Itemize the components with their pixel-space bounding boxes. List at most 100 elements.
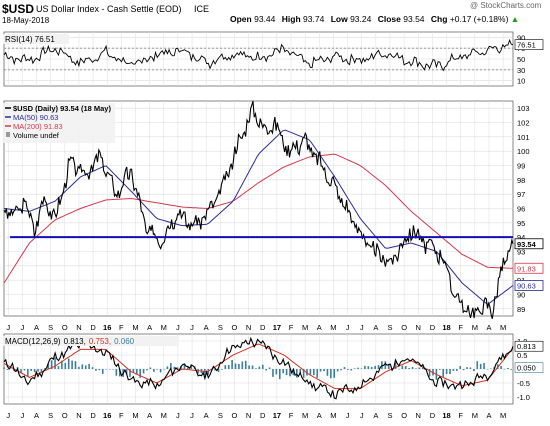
price-tick-label: 99: [517, 162, 525, 171]
price-tick-label: 97: [517, 190, 525, 199]
macd-histogram-bar: [476, 361, 479, 369]
macd-histogram-bar: [323, 369, 325, 372]
macd-x-axis-label: 18: [442, 411, 450, 420]
macd-histogram-bar: [360, 368, 363, 369]
macd-x-axis-label: J: [360, 411, 364, 420]
macd-histogram-bar: [33, 369, 36, 373]
close-value: 93.54: [403, 14, 425, 24]
x-axis-label: O: [232, 323, 238, 332]
price-tick-label: 96: [517, 205, 525, 214]
price-value-tag: [514, 238, 544, 250]
macd-histogram-bar: [234, 363, 237, 369]
ma200-line: [3, 153, 514, 284]
macd-histogram-bar: [153, 369, 155, 372]
macd-histogram-bar: [132, 369, 135, 373]
x-axis-label: A: [34, 323, 39, 332]
macd-histogram-bar: [88, 363, 90, 369]
x-axis-label: S: [387, 323, 392, 332]
macd-histogram-bar: [268, 367, 271, 369]
macd-x-axis-label: F: [289, 411, 294, 420]
macd-histogram-bar: [421, 366, 424, 369]
macd-histogram-bar: [190, 364, 193, 369]
x-axis-label: J: [6, 323, 10, 332]
macd-histogram-bar: [490, 368, 492, 370]
macd-histogram-bar: [449, 369, 451, 375]
macd-x-axis-label: M: [500, 411, 506, 420]
price-tick-label: 89: [517, 305, 525, 314]
x-axis-label: S: [48, 323, 53, 332]
macd-x-axis-label: S: [48, 411, 53, 420]
macd-x-axis-label: 17: [273, 411, 281, 420]
macd-histogram-bar: [23, 369, 26, 371]
x-axis-label: J: [21, 323, 25, 332]
macd-x-axis-label: N: [246, 411, 251, 420]
macd-x-axis-label: A: [34, 411, 39, 420]
price-legend: $USD (Daily) 93.54 (18 May)MA(50) 90.63M…: [3, 103, 115, 143]
macd-histogram-bar: [275, 369, 278, 375]
macd-histogram-bar: [98, 369, 101, 371]
macd-histogram-bar: [309, 369, 312, 375]
x-axis-label: N: [246, 323, 251, 332]
macd-histogram-bar: [118, 369, 121, 377]
legend-swatch: [6, 132, 10, 137]
macd-histogram-bar: [261, 364, 264, 369]
ohlc-readout: Open 93.44 High 93.74 Low 93.24 Close 93…: [230, 14, 519, 24]
macd-histogram-bar: [112, 369, 114, 370]
macd-x-axis-label: O: [62, 411, 68, 420]
x-axis-label: J: [360, 323, 364, 332]
rsi-tick-label: 10: [517, 77, 525, 86]
price-line: [3, 100, 514, 319]
macd-histogram-bar: [135, 369, 138, 375]
macd-x-axis-label: J: [6, 411, 10, 420]
macd-histogram-bar: [129, 369, 131, 377]
macd-tick-label: -0.5: [517, 379, 530, 388]
macd-value-tag-label: 0.813: [517, 342, 536, 351]
x-axis-label: S: [218, 323, 223, 332]
price-value-tag: [514, 280, 544, 291]
legend-bg: [3, 103, 115, 143]
macd-histogram-bar: [187, 366, 189, 369]
macd-histogram-bar: [404, 366, 407, 369]
macd-histogram-bar: [50, 360, 53, 369]
macd-x-axis-label: D: [260, 411, 266, 420]
macd-x-axis-label: F: [458, 411, 463, 420]
macd-histogram-bar: [445, 369, 448, 374]
macd-histogram-bar: [91, 367, 94, 369]
macd-histogram-bar: [67, 358, 70, 369]
macd-histogram-bar: [418, 367, 421, 369]
macd-histogram-bar: [343, 367, 346, 369]
macd-x-axis-label: M: [132, 411, 138, 420]
up-arrow-icon: ▲: [511, 14, 519, 24]
price-tick-label: 93: [517, 248, 525, 257]
price-tick-label: 100: [517, 147, 530, 156]
price-value-tag-label: 93.54: [517, 240, 537, 249]
macd-histogram-bar: [149, 367, 152, 369]
legend-entry: $USD (Daily) 93.54 (18 May): [13, 104, 111, 113]
macd-histogram-bar: [302, 369, 305, 378]
macd-histogram-bar: [221, 369, 223, 370]
macd-histogram-bar: [255, 368, 257, 369]
legend-entry: Volume undef: [13, 131, 60, 140]
macd-histogram-bar: [473, 369, 475, 372]
macd-histogram-bar: [81, 364, 84, 369]
macd-histogram-bar: [438, 369, 441, 370]
macd-histogram-bar: [278, 369, 281, 380]
macd-histogram-bar: [370, 366, 373, 369]
macd-histogram-bar: [84, 365, 87, 369]
macd-histogram-bar: [224, 365, 227, 369]
low-label: Low: [331, 14, 348, 24]
macd-title-part: MACD(12,26,9): [5, 337, 61, 346]
macd-histogram-bar: [3, 367, 5, 369]
price-tick-label: 98: [517, 176, 525, 185]
macd-histogram-bar: [292, 369, 295, 376]
macd-histogram-bar: [204, 369, 206, 376]
macd-x-axis-label: M: [161, 411, 167, 420]
macd-x-axis-label: A: [373, 411, 378, 420]
macd-histogram-bar: [350, 369, 353, 371]
rsi-tick-label: 50: [517, 55, 525, 64]
rsi-value-tag-label: 76.51: [517, 41, 536, 50]
macd-histogram-bar: [357, 367, 359, 369]
macd-histogram-bar: [377, 365, 380, 369]
